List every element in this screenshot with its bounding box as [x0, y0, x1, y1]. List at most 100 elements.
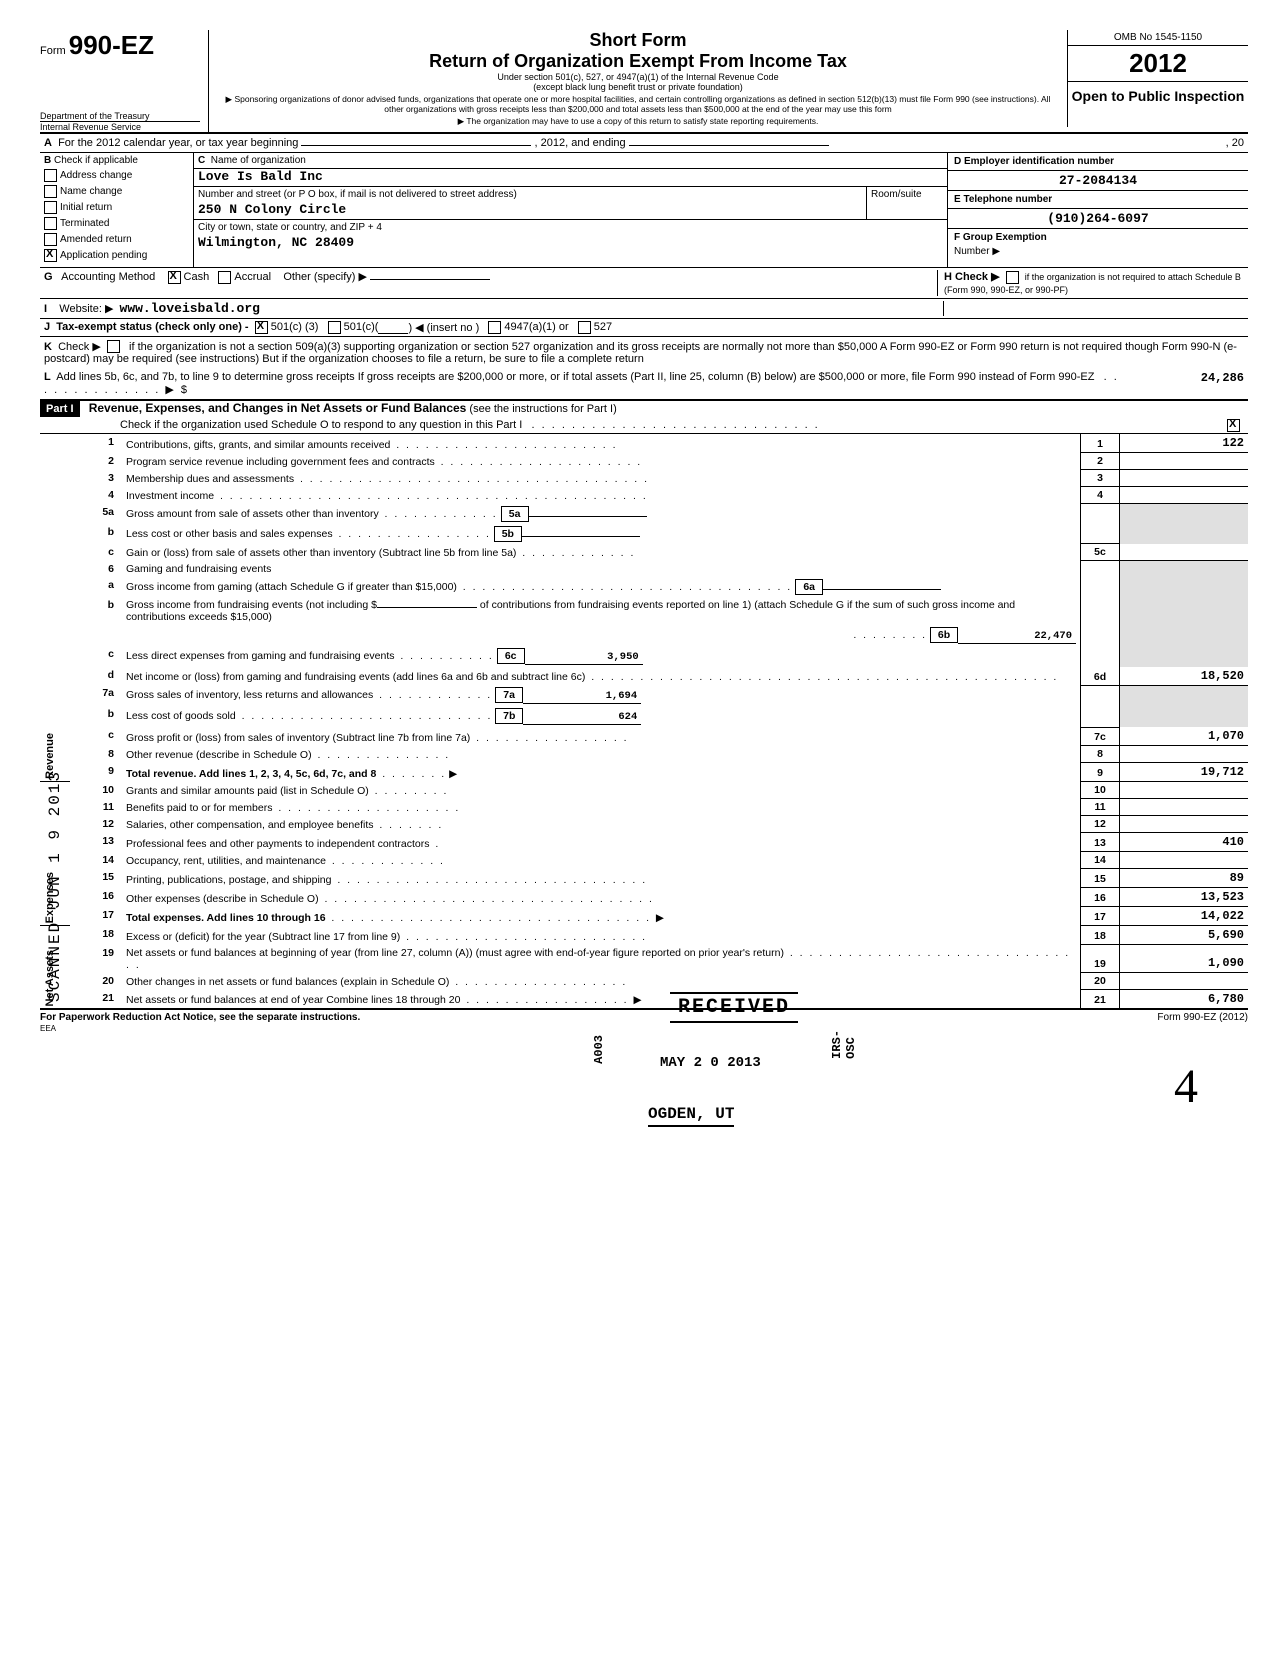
l8-num: 8: [1081, 746, 1120, 763]
l9-num: 9: [1081, 763, 1120, 782]
form-number-box: Form 990-EZ Department of the Treasury I…: [40, 30, 209, 132]
l11-no: 11: [70, 799, 122, 816]
l9-text: Total revenue. Add lines 1, 2, 3, 4, 5c,…: [126, 768, 376, 780]
l19-text: Net assets or fund balances at beginning…: [126, 947, 784, 959]
label-c: C: [198, 155, 205, 166]
l18-val: 5,690: [1120, 926, 1249, 945]
section-gh: G Accounting Method Cash Accrual Other (…: [40, 268, 1248, 299]
l10-no: 10: [70, 782, 122, 799]
chk-501c3[interactable]: [255, 321, 268, 334]
l7b-no: b: [70, 706, 122, 727]
lbl-501c3: 501(c) (3): [271, 321, 319, 334]
l7b-text: Less cost of goods sold: [126, 710, 236, 722]
l12-dots: . . . . . . .: [379, 819, 443, 831]
chk-schedule-b[interactable]: [1006, 271, 1019, 284]
l15-text: Printing, publications, postage, and shi…: [126, 874, 331, 886]
short-form-title: Short Form: [219, 30, 1057, 51]
chk-amended-return[interactable]: [44, 233, 57, 246]
chk-527[interactable]: [578, 321, 591, 334]
lbl-accrual: Accrual: [234, 271, 271, 283]
l7ab-gray-val: [1120, 685, 1249, 727]
l20-dots: . . . . . . . . . . . . . . . . . .: [455, 976, 627, 988]
stamp-irs-osc: IRS-OSC: [830, 1030, 858, 1059]
l9-dots: . . . . . . .: [382, 768, 446, 780]
other-blank: [370, 279, 490, 280]
l15-no: 15: [70, 869, 122, 888]
chk-initial-return[interactable]: [44, 201, 57, 214]
l17-text: Total expenses. Add lines 10 through 16: [126, 912, 326, 924]
lbl-501c: 501(c)(: [344, 321, 379, 334]
year-begin-blank: [301, 145, 531, 146]
footer-right: Form 990-EZ (2012): [1157, 1012, 1248, 1034]
l18-text: Excess or (deficit) for the year (Subtra…: [126, 931, 400, 943]
chk-terminated[interactable]: [44, 217, 57, 230]
l10-text: Grants and similar amounts paid (list in…: [126, 785, 369, 797]
section-k: K Check ▶ if the organization is not a s…: [40, 337, 1248, 369]
stamp-date: MAY 2 0 2013: [660, 1055, 761, 1071]
block-bcdef: B Check if applicable Address change Nam…: [40, 153, 1248, 268]
l14-dots: . . . . . . . . . . . .: [332, 855, 445, 867]
l16-dots: . . . . . . . . . . . . . . . . . . . . …: [324, 893, 653, 905]
l13-val: 410: [1120, 833, 1249, 852]
chk-501c[interactable]: [328, 321, 341, 334]
l5ab-gray: [1081, 504, 1120, 544]
check-if-applicable: Check if applicable: [54, 155, 138, 166]
l5b-ival: [522, 534, 640, 537]
label-i: I: [44, 303, 47, 315]
l19-num: 19: [1081, 945, 1120, 973]
tax-exempt-label: Tax-exempt status (check only one) -: [56, 321, 248, 334]
l1-num: 1: [1081, 434, 1120, 453]
label-k: K: [44, 341, 52, 353]
l14-no: 14: [70, 852, 122, 869]
l1-text: Contributions, gifts, grants, and simila…: [126, 439, 390, 451]
l5a-text: Gross amount from sale of assets other t…: [126, 508, 379, 520]
chk-address-change[interactable]: [44, 169, 57, 182]
l5a-dots: . . . . . . . . . . . .: [385, 508, 498, 520]
subtitle2: (except black lung benefit trust or priv…: [219, 82, 1057, 92]
section-a-mid: , 2012, and ending: [535, 137, 626, 149]
footer: For Paperwork Reduction Act Notice, see …: [40, 1010, 1248, 1034]
l19-val: 1,090: [1120, 945, 1249, 973]
chk-name-change[interactable]: [44, 185, 57, 198]
website-value: www.loveisbald.org: [120, 301, 260, 316]
l12-val: [1120, 816, 1249, 833]
l2-no: 2: [70, 453, 122, 470]
org-address: 250 N Colony Circle: [194, 202, 866, 219]
l6b-dots: . . . . . . . .: [853, 629, 927, 641]
chk-cash[interactable]: [168, 271, 181, 284]
label-j: J: [44, 321, 50, 334]
l20-no: 20: [70, 973, 122, 990]
section-i: I Website: ▶ www.loveisbald.org: [40, 299, 1248, 319]
section-a-text: For the 2012 calendar year, or tax year …: [58, 137, 298, 149]
chk-application-pending[interactable]: [44, 249, 57, 262]
l8-dots: . . . . . . . . . . . . . .: [317, 749, 450, 761]
l6c-no: c: [70, 646, 122, 667]
l5ab-gray-val: [1120, 504, 1249, 544]
l20-text: Other changes in net assets or fund bala…: [126, 976, 449, 988]
l7b-dots: . . . . . . . . . . . . . . . . . . . . …: [242, 710, 493, 722]
chk-accrual[interactable]: [218, 271, 231, 284]
org-city: Wilmington, NC 28409: [194, 235, 947, 252]
website-label: Website: ▶: [59, 303, 113, 315]
label-h: H Check ▶: [944, 271, 1000, 283]
l2-val: [1120, 453, 1249, 470]
lbl-application-pending: Application pending: [60, 250, 147, 261]
chk-schedule-o[interactable]: [1227, 419, 1240, 432]
l7c-no: c: [70, 727, 122, 746]
l15-val: 89: [1120, 869, 1249, 888]
l5a-no: 5a: [70, 504, 122, 524]
l6a-inum: 6a: [795, 579, 823, 595]
l6-gray: [1081, 561, 1120, 667]
chk-4947[interactable]: [488, 321, 501, 334]
l7c-text: Gross profit or (loss) from sales of inv…: [126, 732, 470, 744]
l4-no: 4: [70, 487, 122, 504]
l6-gray-val: [1120, 561, 1249, 667]
year-end-blank: [629, 145, 829, 146]
l3-text: Membership dues and assessments: [126, 473, 294, 485]
chk-k[interactable]: [107, 340, 120, 353]
l17-no: 17: [70, 907, 122, 926]
lbl-initial-return: Initial return: [60, 202, 112, 213]
dept-treasury: Department of the Treasury: [40, 111, 200, 121]
l6b-blank: [377, 607, 477, 608]
part1-check-line: Check if the organization used Schedule …: [120, 419, 522, 431]
